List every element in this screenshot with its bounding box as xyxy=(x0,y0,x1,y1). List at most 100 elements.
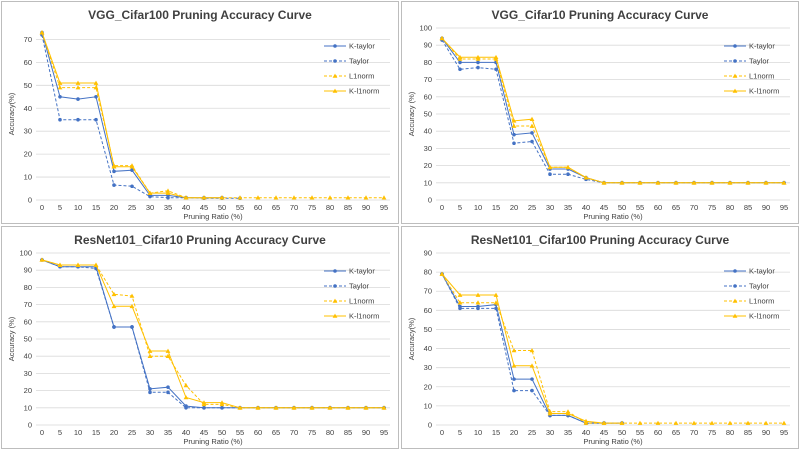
legend-label: Taylor xyxy=(749,57,770,66)
data-point-k-l1norm xyxy=(291,405,297,410)
legend-marker xyxy=(733,269,737,273)
data-point-taylor xyxy=(148,194,152,199)
legend-label: K-taylor xyxy=(749,267,775,276)
data-point-k-taylor xyxy=(130,168,134,172)
data-point-k-l1norm xyxy=(565,411,571,416)
x-tick-label: 90 xyxy=(762,428,770,437)
data-point-taylor xyxy=(220,406,224,410)
x-tick-label: 60 xyxy=(254,203,262,212)
x-tick-label: 70 xyxy=(290,203,298,212)
y-tick-label: 80 xyxy=(424,58,432,67)
data-point-taylor xyxy=(148,390,152,395)
data-point-taylor xyxy=(548,172,552,176)
data-point-l1norm xyxy=(255,195,261,200)
data-point-k-l1norm xyxy=(381,405,387,410)
y-tick-label: 70 xyxy=(424,287,432,296)
legend-marker xyxy=(732,313,738,318)
legend-marker xyxy=(332,73,338,78)
data-point-k-l1norm xyxy=(129,164,135,169)
data-point-k-l1norm xyxy=(475,292,481,297)
x-tick-label: 25 xyxy=(128,428,136,437)
legend-label: K-taylor xyxy=(749,42,775,51)
chart-svg-vgg-cifar10: VGG_Cifar10 Pruning Accuracy Curve 0 10 20 3… xyxy=(407,8,790,221)
data-point-l1norm xyxy=(345,195,351,200)
x-tick-label: 95 xyxy=(380,428,388,437)
data-point-k-l1norm xyxy=(439,271,445,276)
data-point-l1norm xyxy=(147,353,153,358)
y-tick-label: 20 xyxy=(24,386,32,395)
data-point-taylor xyxy=(130,184,134,189)
series-line-taylor xyxy=(41,34,240,199)
series-line-l1norm xyxy=(41,259,384,409)
data-point-k-l1norm xyxy=(201,400,207,405)
x-tick-label: 15 xyxy=(92,428,100,437)
legend-label: Taylor xyxy=(349,282,370,291)
data-point-k-taylor xyxy=(530,131,534,135)
y-tick-label: 100 xyxy=(419,24,432,33)
series-line-k-taylor xyxy=(441,38,784,184)
data-point-l1norm xyxy=(165,188,171,193)
series-line-taylor xyxy=(441,39,784,184)
data-point-k-l1norm xyxy=(547,164,553,170)
data-point-k-l1norm xyxy=(39,257,45,262)
x-tick-label: 80 xyxy=(726,428,734,437)
data-point-l1norm xyxy=(673,420,679,425)
chart-panel-vgg-cifar100: VGG_Cifar100 Pruning Accuracy Curve 0 10 20… xyxy=(1,1,399,224)
data-point-k-l1norm xyxy=(529,116,535,121)
x-tick-label: 30 xyxy=(146,203,154,212)
y-tick-label: 0 xyxy=(28,421,32,430)
y-tick-label: 40 xyxy=(424,344,432,353)
data-point-k-l1norm xyxy=(457,54,463,60)
y-tick-label: 30 xyxy=(24,369,32,378)
x-tick-label: 30 xyxy=(146,428,154,437)
legend-marker xyxy=(332,88,338,93)
data-point-k-l1norm xyxy=(93,80,99,85)
legend-marker xyxy=(733,284,737,288)
legend-label: Taylor xyxy=(749,282,770,291)
x-tick-label: 70 xyxy=(690,203,698,212)
x-tick-label: 10 xyxy=(74,428,82,437)
data-point-l1norm xyxy=(727,420,733,425)
x-tick-label: 0 xyxy=(440,203,444,212)
chart-svg-vgg-cifar100: VGG_Cifar100 Pruning Accuracy Curve 0 10 20… xyxy=(7,8,390,221)
data-point-k-l1norm xyxy=(619,420,625,425)
data-point-k-l1norm xyxy=(493,54,499,60)
chart-panel-resnet101-cifar100: ResNet101_Cifar100 Pruning Accuracy Curv… xyxy=(401,226,799,449)
data-point-k-l1norm xyxy=(183,395,189,400)
data-point-taylor xyxy=(58,117,62,122)
data-point-k-taylor xyxy=(512,132,516,137)
x-tick-label: 35 xyxy=(164,203,172,212)
x-tick-label: 5 xyxy=(458,203,462,212)
x-tick-label: 60 xyxy=(654,428,662,437)
data-point-taylor xyxy=(494,67,498,72)
legend-marker xyxy=(332,313,338,318)
x-tick-label: 45 xyxy=(600,203,608,212)
data-point-k-taylor xyxy=(530,377,534,381)
data-point-k-taylor xyxy=(512,377,516,381)
legend-label: L1norm xyxy=(349,72,374,81)
series-line-k-taylor xyxy=(41,259,384,409)
y-tick-label: 30 xyxy=(424,144,432,153)
data-point-l1norm xyxy=(475,300,481,305)
data-point-k-l1norm xyxy=(457,292,463,297)
data-point-k-l1norm xyxy=(147,348,153,353)
data-point-k-l1norm xyxy=(511,363,517,368)
data-point-l1norm xyxy=(637,420,643,425)
legend-label: K-taylor xyxy=(349,267,375,276)
y-tick-label: 80 xyxy=(24,283,32,292)
legend-label: K-l1norm xyxy=(749,87,779,96)
y-axis-label: Accuracy(%) xyxy=(7,92,16,135)
x-tick-label: 50 xyxy=(218,428,226,437)
y-tick-label: 50 xyxy=(424,110,432,119)
data-point-k-l1norm xyxy=(619,180,625,185)
series-line-l1norm xyxy=(41,32,384,199)
y-tick-label: 40 xyxy=(24,352,32,361)
legend-label: K-l1norm xyxy=(749,312,779,321)
data-point-l1norm xyxy=(493,300,499,305)
chart-title: ResNet101_Cifar10 Pruning Accuracy Curve xyxy=(74,233,326,247)
data-point-l1norm xyxy=(655,420,661,425)
data-point-l1norm xyxy=(457,300,463,305)
data-point-l1norm xyxy=(327,195,333,200)
legend-label: K-taylor xyxy=(349,42,375,51)
x-tick-label: 90 xyxy=(362,203,370,212)
